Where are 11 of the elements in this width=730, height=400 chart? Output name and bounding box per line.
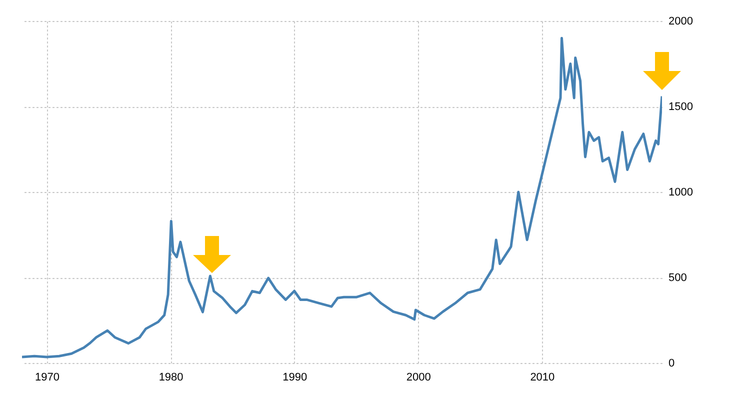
x-tick-label: 1990 [282, 372, 308, 384]
y-tick-label: 500 [668, 272, 687, 284]
x-tick-label: 1970 [35, 372, 60, 384]
y-tick-label: 0 [668, 358, 675, 370]
x-tick-label: 2010 [530, 372, 555, 384]
line-series [22, 36, 662, 358]
y-tick-label: 2000 [668, 16, 693, 28]
x-tick-label: 1980 [158, 372, 184, 384]
y-tick-label: 1000 [668, 186, 693, 198]
y-tick-label: 1500 [668, 101, 693, 113]
x-tick-label: 2000 [406, 372, 431, 384]
